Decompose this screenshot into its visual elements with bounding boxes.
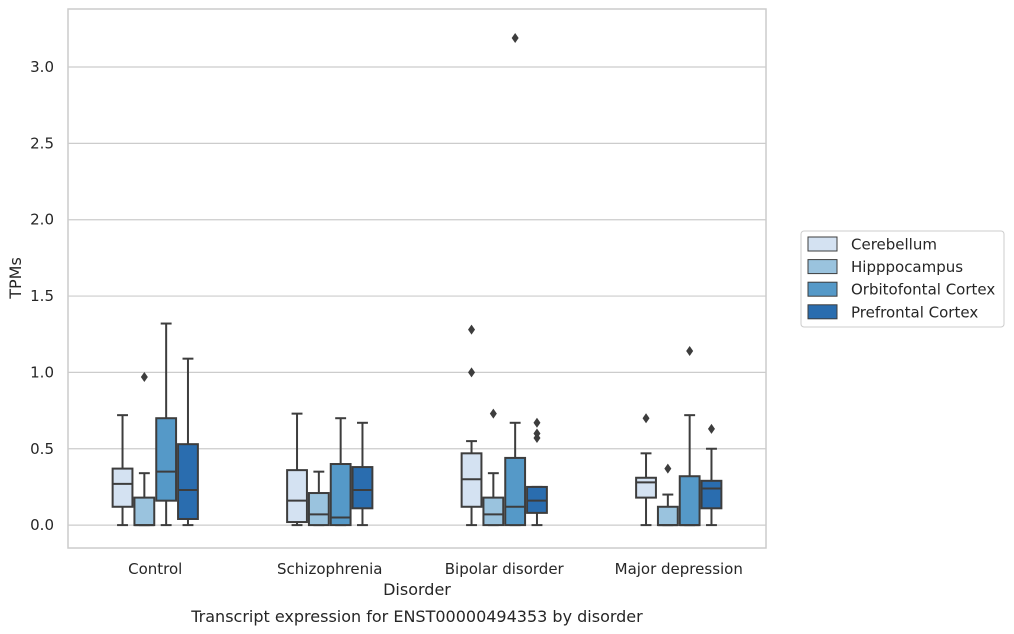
box-iqr bbox=[351, 466, 374, 510]
y-tick-labels: 0.0 0.5 1.0 1.5 2.0 2.5 3.0 bbox=[30, 58, 54, 534]
boxes-layer bbox=[111, 33, 723, 527]
outlier-point bbox=[468, 367, 476, 378]
x-tick-label: Control bbox=[128, 560, 182, 578]
outlier-point bbox=[511, 33, 519, 44]
outlier-point bbox=[707, 423, 715, 434]
legend-swatch bbox=[807, 281, 838, 297]
outlier-point bbox=[140, 371, 148, 382]
box-group bbox=[286, 412, 308, 527]
outlier-point bbox=[533, 428, 541, 439]
chart-caption: Transcript expression for ENST0000049435… bbox=[190, 607, 643, 626]
box-iqr bbox=[111, 467, 134, 508]
box-group bbox=[460, 324, 483, 527]
x-tick-label: Schizophrenia bbox=[277, 560, 382, 578]
legend-swatch bbox=[807, 236, 838, 252]
x-axis-label: Disorder bbox=[383, 580, 451, 599]
box-group bbox=[351, 421, 374, 527]
box-iqr bbox=[482, 496, 505, 527]
x-tick-label: Major depression bbox=[615, 560, 743, 578]
box-iqr bbox=[504, 456, 527, 527]
box-iqr bbox=[133, 496, 156, 527]
y-tick-label: 2.0 bbox=[30, 211, 54, 229]
y-tick-label: 1.5 bbox=[30, 287, 54, 305]
legend-label: Orbitofontal Cortex bbox=[851, 281, 995, 299]
box-iqr bbox=[329, 463, 352, 527]
y-tick-label: 0.0 bbox=[30, 516, 54, 534]
y-tick-label: 0.5 bbox=[30, 440, 54, 458]
legend-frame bbox=[800, 230, 1005, 328]
box-group bbox=[307, 470, 330, 527]
x-tick-label: Bipolar disorder bbox=[445, 560, 565, 578]
outlier-point bbox=[468, 324, 476, 335]
box-group bbox=[656, 463, 679, 527]
box-group bbox=[155, 322, 178, 527]
box-group bbox=[526, 417, 548, 527]
legend-label: Hipppocampus bbox=[851, 258, 963, 276]
box-iqr bbox=[656, 505, 679, 527]
legend-label: Prefrontal Cortex bbox=[851, 303, 978, 321]
box-iqr bbox=[177, 443, 199, 520]
outlier-point bbox=[686, 346, 694, 357]
box-iqr bbox=[678, 475, 701, 527]
box-group bbox=[700, 423, 723, 527]
box-iqr bbox=[286, 469, 308, 524]
box-group bbox=[635, 413, 657, 527]
outlier-point bbox=[489, 408, 497, 419]
box-group bbox=[177, 357, 199, 527]
plot-frame bbox=[67, 8, 767, 549]
box-iqr bbox=[700, 479, 723, 510]
y-tick-label: 1.0 bbox=[30, 363, 54, 381]
box-group bbox=[133, 371, 156, 527]
box-group bbox=[111, 414, 134, 527]
box-iqr bbox=[155, 417, 178, 502]
legend: Cerebellum Hipppocampus Orbitofontal Corte… bbox=[800, 230, 1005, 328]
box-group bbox=[482, 408, 505, 527]
box-group bbox=[678, 346, 701, 527]
outlier-point bbox=[664, 463, 672, 474]
legend-swatch bbox=[807, 304, 838, 320]
box-iqr bbox=[635, 476, 657, 499]
y-axis-label: TPMs bbox=[6, 257, 25, 300]
box-group bbox=[504, 33, 527, 527]
y-tick-label: 2.5 bbox=[30, 134, 54, 152]
y-tick-label: 3.0 bbox=[30, 58, 54, 76]
outlier-point bbox=[533, 417, 541, 428]
legend-label: Cerebellum bbox=[851, 236, 937, 254]
box-group bbox=[329, 417, 352, 527]
x-tick-labels: Control Schizophrenia Bipolar disorder Majo… bbox=[128, 560, 743, 578]
outlier-point bbox=[642, 413, 650, 424]
box-iqr bbox=[307, 492, 330, 527]
legend-swatch bbox=[807, 259, 838, 275]
